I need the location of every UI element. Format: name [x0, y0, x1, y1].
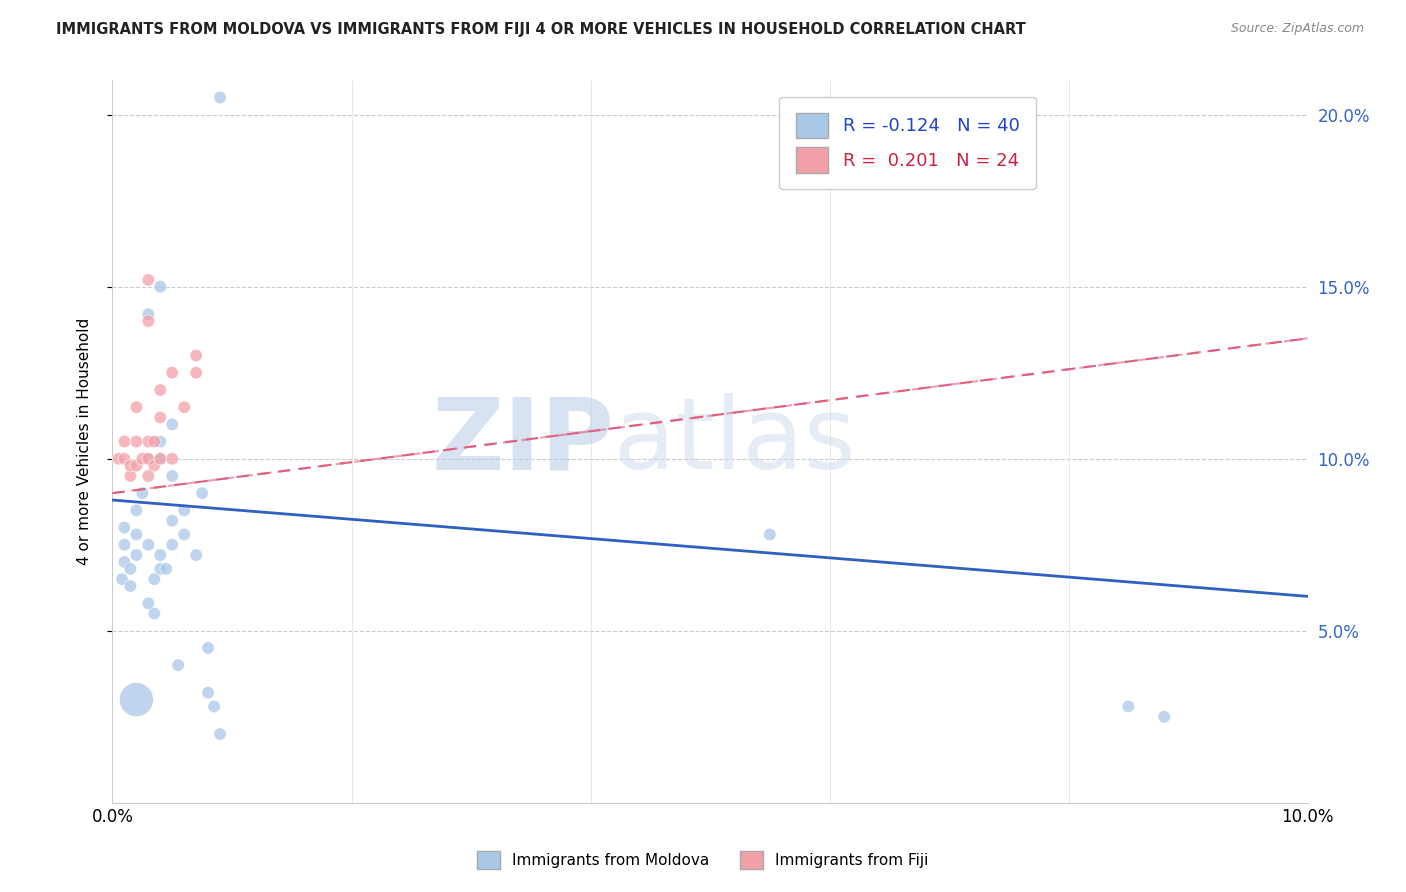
Point — [138, 451, 160, 466]
Text: ZIP: ZIP — [432, 393, 614, 490]
Point — [1118, 699, 1140, 714]
Point — [202, 699, 225, 714]
Point — [120, 562, 142, 576]
Point — [149, 383, 172, 397]
Point — [197, 686, 219, 700]
Point — [173, 503, 195, 517]
Point — [149, 279, 172, 293]
Text: Source: ZipAtlas.com: Source: ZipAtlas.com — [1230, 22, 1364, 36]
Point — [138, 538, 160, 552]
Text: IMMIGRANTS FROM MOLDOVA VS IMMIGRANTS FROM FIJI 4 OR MORE VEHICLES IN HOUSEHOLD : IMMIGRANTS FROM MOLDOVA VS IMMIGRANTS FR… — [56, 22, 1026, 37]
Point — [138, 273, 160, 287]
Point — [149, 562, 172, 576]
Point — [143, 434, 166, 449]
Point — [162, 538, 183, 552]
Point — [162, 451, 183, 466]
Point — [120, 469, 142, 483]
Point — [111, 572, 134, 586]
Point — [131, 486, 153, 500]
Text: atlas: atlas — [614, 393, 856, 490]
Point — [107, 451, 129, 466]
Point — [209, 727, 232, 741]
Point — [143, 607, 166, 621]
Point — [186, 366, 208, 380]
Point — [114, 434, 135, 449]
Point — [162, 469, 183, 483]
Y-axis label: 4 or more Vehicles in Household: 4 or more Vehicles in Household — [77, 318, 91, 566]
Point — [149, 451, 172, 466]
Point — [114, 520, 135, 534]
Point — [114, 555, 135, 569]
Point — [155, 562, 177, 576]
Point — [149, 451, 172, 466]
Point — [120, 579, 142, 593]
Point — [125, 527, 148, 541]
Point — [125, 434, 148, 449]
Point — [143, 572, 166, 586]
Point — [131, 451, 153, 466]
Point — [162, 514, 183, 528]
Point — [186, 349, 208, 363]
Point — [149, 548, 172, 562]
Legend: Immigrants from Moldova, Immigrants from Fiji: Immigrants from Moldova, Immigrants from… — [471, 845, 935, 875]
Point — [114, 538, 135, 552]
Point — [149, 410, 172, 425]
Point — [138, 434, 160, 449]
Legend: R = -0.124   N = 40, R =  0.201   N = 24: R = -0.124 N = 40, R = 0.201 N = 24 — [779, 96, 1036, 189]
Point — [114, 451, 135, 466]
Point — [186, 548, 208, 562]
Point — [125, 503, 148, 517]
Point — [1153, 710, 1175, 724]
Point — [162, 417, 183, 432]
Point — [143, 458, 166, 473]
Point — [167, 658, 190, 673]
Point — [209, 90, 232, 104]
Point — [125, 692, 148, 706]
Point — [120, 458, 142, 473]
Point — [191, 486, 214, 500]
Point — [125, 400, 148, 414]
Point — [125, 548, 148, 562]
Point — [149, 434, 172, 449]
Point — [197, 640, 219, 655]
Point — [138, 314, 160, 328]
Point — [138, 596, 160, 610]
Point — [125, 458, 148, 473]
Point — [138, 307, 160, 321]
Point — [138, 469, 160, 483]
Point — [759, 527, 782, 541]
Point — [138, 451, 160, 466]
Point — [173, 400, 195, 414]
Point — [173, 527, 195, 541]
Point — [162, 366, 183, 380]
